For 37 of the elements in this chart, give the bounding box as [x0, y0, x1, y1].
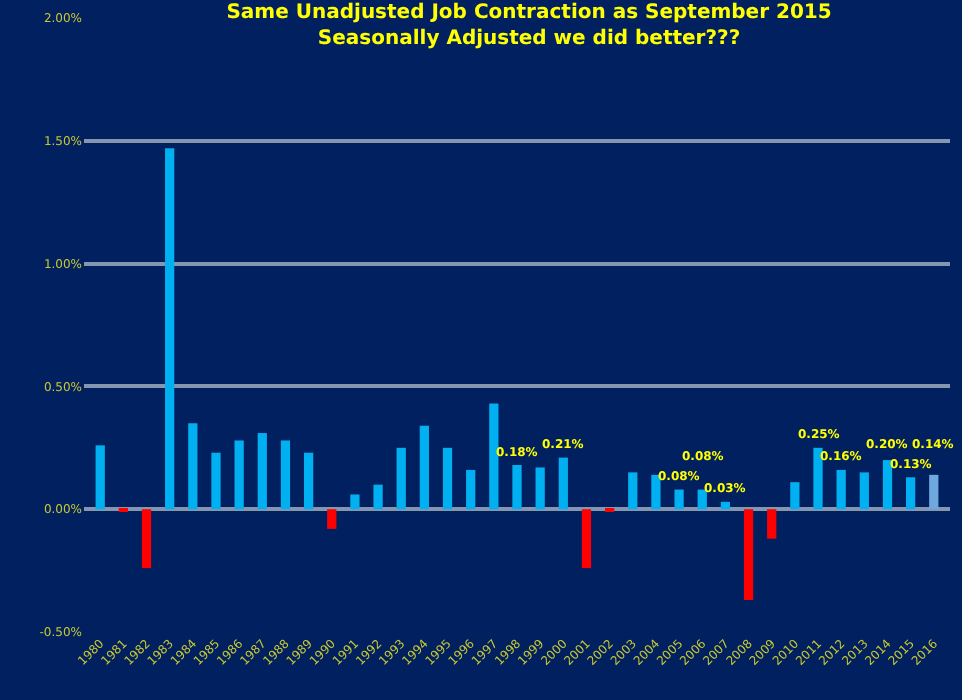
- bar: [697, 489, 707, 510]
- bar: [836, 469, 846, 510]
- bar: [442, 447, 453, 510]
- bar: [906, 477, 916, 510]
- bar: [512, 465, 522, 510]
- chart-title: Same Unadjusted Job Contraction as September 2015: [226, 1, 832, 24]
- bar: [651, 474, 661, 510]
- bar: [628, 472, 638, 510]
- bar: [813, 447, 823, 510]
- text: Seasonally Adjusted we did better???: [317, 27, 741, 50]
- bar: [188, 423, 198, 510]
- bar: [419, 425, 430, 510]
- bar: [280, 440, 291, 510]
- bar: [257, 433, 267, 510]
- bar: [466, 469, 476, 510]
- bar: [234, 440, 244, 510]
- bar: [95, 445, 105, 510]
- bar: [373, 484, 383, 510]
- bar: [327, 509, 337, 529]
- bar: [141, 509, 152, 569]
- bar: [767, 509, 777, 539]
- bar: [929, 474, 939, 510]
- bar: [790, 482, 800, 510]
- bar: [882, 460, 893, 510]
- bar: [558, 457, 568, 510]
- bar: [489, 403, 499, 510]
- bar: [581, 509, 592, 569]
- bar: [743, 509, 754, 601]
- bar: [303, 452, 314, 510]
- bar: [720, 501, 731, 510]
- bar: [674, 489, 684, 510]
- bar: [535, 467, 545, 510]
- bar: [350, 494, 360, 510]
- bar: [859, 472, 869, 510]
- bar: [396, 447, 406, 510]
- bar: [211, 452, 221, 510]
- bar: [165, 148, 175, 510]
